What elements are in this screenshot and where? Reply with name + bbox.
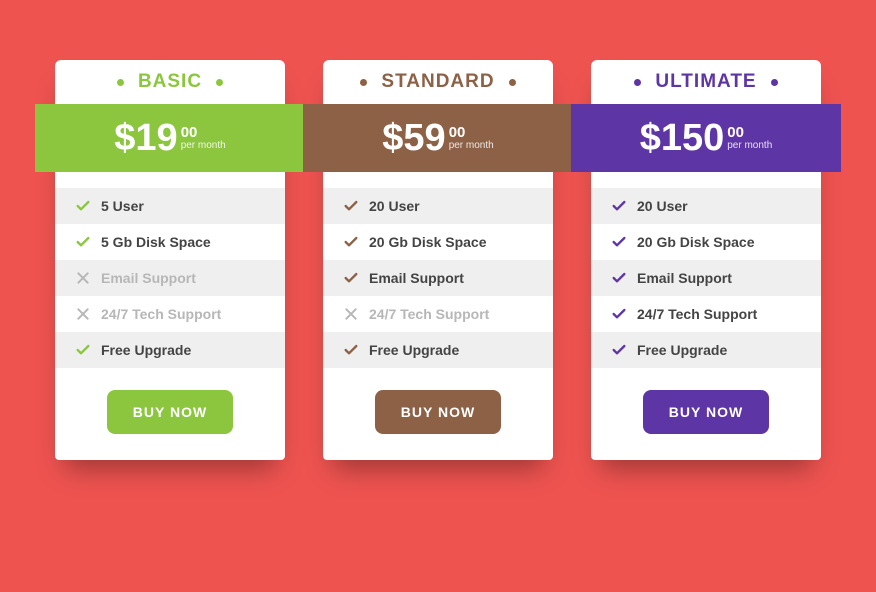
feature-row: 5 User bbox=[55, 188, 285, 224]
cross-icon bbox=[343, 306, 359, 322]
feature-row: Email Support bbox=[55, 260, 285, 296]
plan-title-bar: BASIC bbox=[55, 60, 285, 104]
feature-row: Email Support bbox=[323, 260, 553, 296]
feature-label: Free Upgrade bbox=[369, 342, 459, 358]
feature-label: 20 User bbox=[637, 198, 688, 214]
price-whole: $150 bbox=[640, 119, 725, 157]
price-cents: 00 bbox=[449, 125, 494, 140]
feature-label: Email Support bbox=[101, 270, 196, 286]
check-icon bbox=[75, 342, 91, 358]
feature-label: 20 Gb Disk Space bbox=[369, 234, 487, 250]
dot-icon bbox=[360, 79, 367, 86]
plan-title-bar: STANDARD bbox=[323, 60, 553, 104]
dot-icon bbox=[117, 79, 124, 86]
plan-name: STANDARD bbox=[381, 71, 494, 93]
feature-label: Free Upgrade bbox=[101, 342, 191, 358]
feature-label: 20 Gb Disk Space bbox=[637, 234, 755, 250]
price-banner: $19 00 per month bbox=[55, 104, 285, 180]
pricing-card-ultimate: ULTIMATE $150 00 per month 20 User 20 Gb… bbox=[591, 60, 821, 460]
feature-list: 5 User 5 Gb Disk Space Email Support 24/… bbox=[55, 188, 285, 368]
feature-label: 24/7 Tech Support bbox=[369, 306, 489, 322]
check-icon bbox=[343, 342, 359, 358]
feature-label: 24/7 Tech Support bbox=[637, 306, 757, 322]
price-period: per month bbox=[727, 140, 772, 152]
check-icon bbox=[75, 198, 91, 214]
feature-label: Free Upgrade bbox=[637, 342, 727, 358]
feature-row: 5 Gb Disk Space bbox=[55, 224, 285, 260]
feature-row: Email Support bbox=[591, 260, 821, 296]
feature-row: 20 Gb Disk Space bbox=[591, 224, 821, 260]
check-icon bbox=[343, 198, 359, 214]
feature-row: 20 Gb Disk Space bbox=[323, 224, 553, 260]
buy-now-button[interactable]: BUY NOW bbox=[107, 390, 233, 434]
price-cents: 00 bbox=[727, 125, 772, 140]
feature-list: 20 User 20 Gb Disk Space Email Support 2… bbox=[591, 188, 821, 368]
feature-row: 24/7 Tech Support bbox=[591, 296, 821, 332]
feature-label: Email Support bbox=[369, 270, 464, 286]
plan-title-bar: ULTIMATE bbox=[591, 60, 821, 104]
feature-row: 24/7 Tech Support bbox=[55, 296, 285, 332]
feature-row: 20 User bbox=[323, 188, 553, 224]
price-whole: $19 bbox=[114, 119, 177, 157]
price-banner: $150 00 per month bbox=[591, 104, 821, 180]
cross-icon bbox=[75, 306, 91, 322]
buy-now-button[interactable]: BUY NOW bbox=[643, 390, 769, 434]
feature-list: 20 User 20 Gb Disk Space Email Support 2… bbox=[323, 188, 553, 368]
price-banner: $59 00 per month bbox=[323, 104, 553, 180]
feature-label: 5 Gb Disk Space bbox=[101, 234, 211, 250]
feature-row: Free Upgrade bbox=[323, 332, 553, 368]
buy-now-button[interactable]: BUY NOW bbox=[375, 390, 501, 434]
check-icon bbox=[343, 234, 359, 250]
cross-icon bbox=[75, 270, 91, 286]
check-icon bbox=[611, 270, 627, 286]
check-icon bbox=[343, 270, 359, 286]
dot-icon bbox=[771, 79, 778, 86]
dot-icon bbox=[509, 79, 516, 86]
feature-row: 24/7 Tech Support bbox=[323, 296, 553, 332]
plan-name: BASIC bbox=[138, 71, 202, 93]
dot-icon bbox=[634, 79, 641, 86]
pricing-card-standard: STANDARD $59 00 per month 20 User 20 Gb … bbox=[323, 60, 553, 460]
feature-label: 5 User bbox=[101, 198, 144, 214]
price-period: per month bbox=[181, 140, 226, 152]
feature-label: 20 User bbox=[369, 198, 420, 214]
feature-row: Free Upgrade bbox=[591, 332, 821, 368]
price-cents: 00 bbox=[181, 125, 226, 140]
check-icon bbox=[611, 234, 627, 250]
price-period: per month bbox=[449, 140, 494, 152]
check-icon bbox=[611, 306, 627, 322]
feature-label: Email Support bbox=[637, 270, 732, 286]
feature-row: 20 User bbox=[591, 188, 821, 224]
feature-label: 24/7 Tech Support bbox=[101, 306, 221, 322]
price-whole: $59 bbox=[382, 119, 445, 157]
check-icon bbox=[611, 342, 627, 358]
check-icon bbox=[611, 198, 627, 214]
plan-name: ULTIMATE bbox=[655, 71, 756, 93]
pricing-card-basic: BASIC $19 00 per month 5 User 5 Gb Disk … bbox=[55, 60, 285, 460]
dot-icon bbox=[216, 79, 223, 86]
feature-row: Free Upgrade bbox=[55, 332, 285, 368]
check-icon bbox=[75, 234, 91, 250]
